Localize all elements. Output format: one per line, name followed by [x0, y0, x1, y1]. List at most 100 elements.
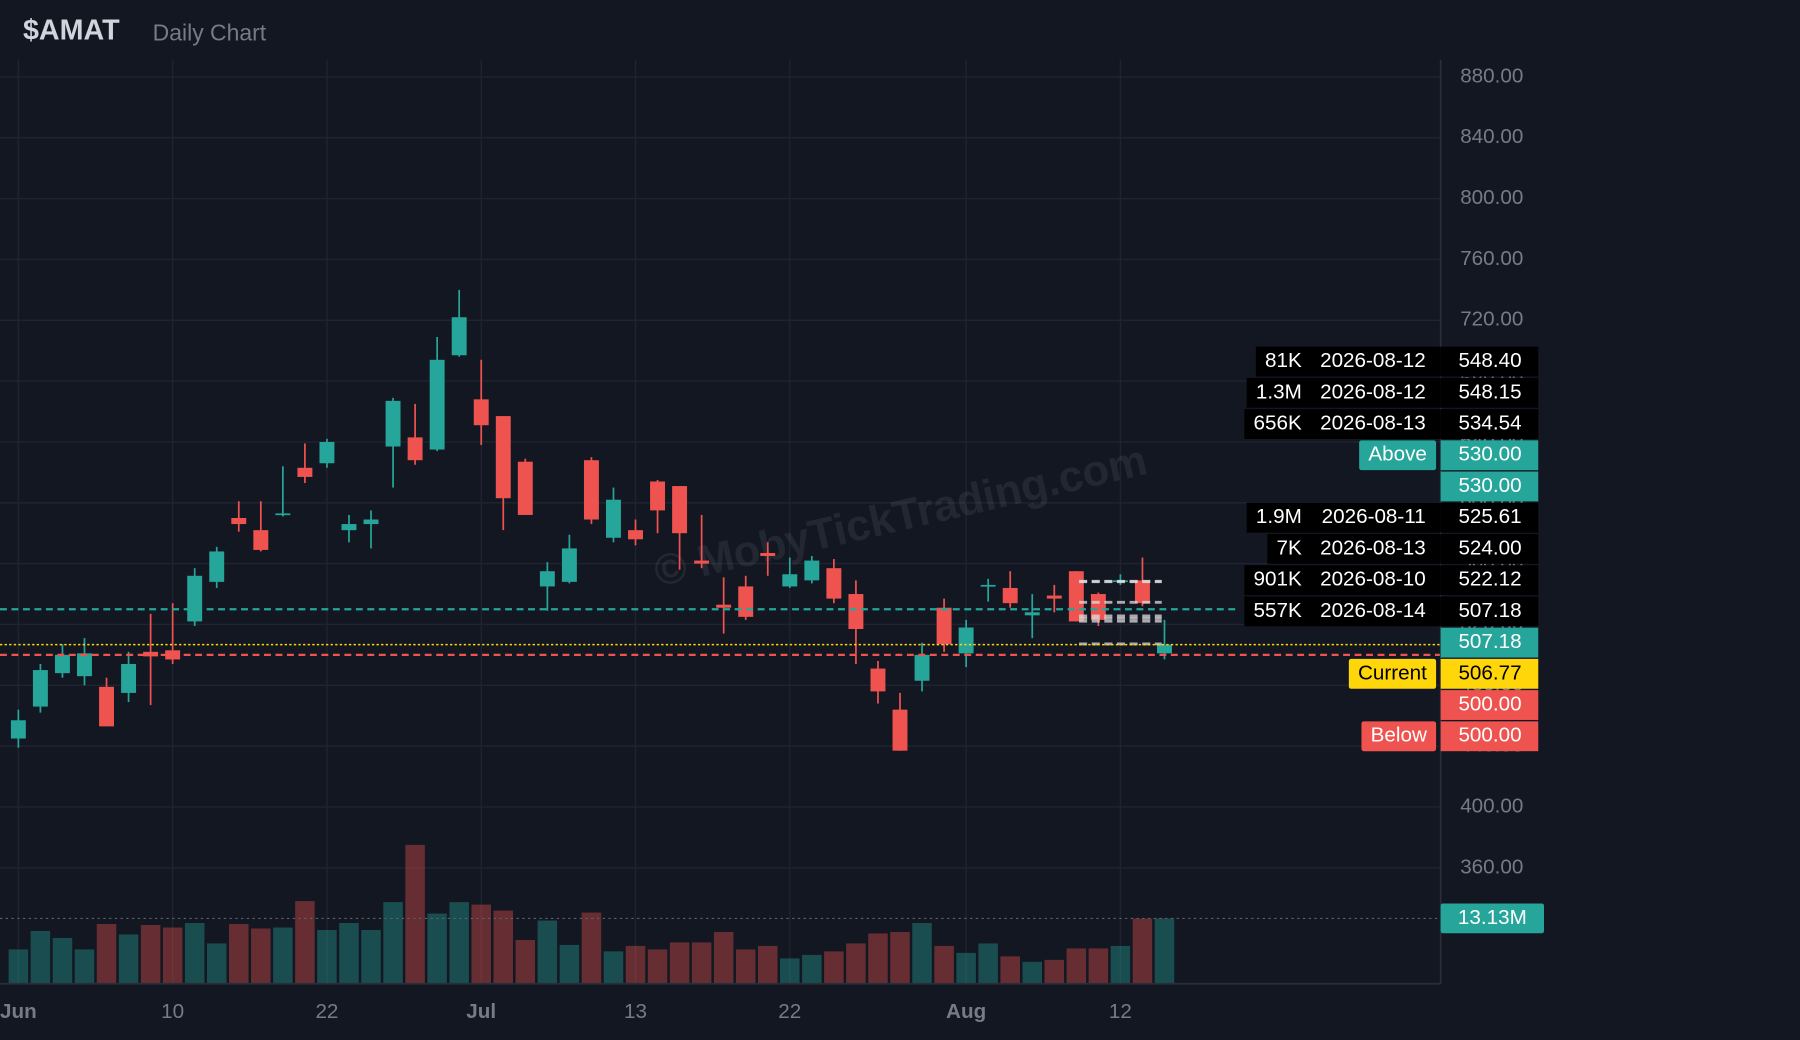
label-tag-box — [1348, 658, 1437, 689]
candle-body — [958, 627, 974, 654]
label-tag-box — [1361, 721, 1437, 752]
order-date: 2026-08-13 — [1320, 411, 1426, 434]
candle-body — [583, 460, 599, 520]
volume-bar — [118, 934, 139, 984]
order-date: 2026-08-14 — [1320, 599, 1426, 622]
volume-bar — [8, 949, 29, 984]
volume-bar — [669, 942, 690, 984]
tags: 13.13M 548.40 2026-08-12 81K 548.15 2026-08-1… — [1244, 346, 1545, 934]
order-size: 81K — [1265, 349, 1302, 372]
volume-bar — [912, 923, 932, 984]
order-date: 2026-08-13 — [1320, 536, 1426, 559]
order-tag-box — [1267, 534, 1441, 564]
order-size: 656K — [1254, 411, 1302, 434]
marks — [0, 289, 1441, 984]
candle-body — [319, 441, 335, 464]
volume-bar — [515, 939, 536, 984]
x-tick-label: 13 — [624, 1000, 647, 1023]
candle-body — [694, 560, 710, 564]
order-date: 2026-08-11 — [1322, 505, 1426, 528]
x-tick-label: Jul — [466, 1000, 496, 1023]
volume-bar — [427, 913, 447, 984]
order-tag-box — [1246, 377, 1441, 408]
candle-body — [32, 670, 48, 707]
candle-body — [1157, 644, 1172, 654]
price-tag-box — [1440, 721, 1539, 752]
volume-bar — [978, 943, 998, 984]
candle-body — [99, 686, 114, 727]
candle-body — [650, 481, 666, 511]
candle-body — [914, 654, 930, 681]
volume-bar — [317, 929, 337, 984]
price-tag-box — [1440, 346, 1539, 377]
price-tag-value: 548.15 — [1458, 380, 1521, 403]
volume-bar — [96, 924, 117, 984]
y-tick-label: 400.00 — [1460, 794, 1523, 817]
candle-body — [738, 586, 754, 617]
candle-body — [385, 400, 401, 447]
order-date: 2026-08-12 — [1320, 349, 1426, 372]
volume-bar — [691, 942, 712, 984]
order-size: 1.9M — [1256, 505, 1302, 528]
candle-body — [826, 568, 842, 599]
order-tag-box — [1244, 596, 1441, 627]
volume-tag-box — [1440, 903, 1545, 934]
candle-body — [606, 499, 621, 538]
order-size: 901K — [1254, 568, 1302, 591]
volume-bar — [890, 931, 910, 984]
volume-bar — [1000, 956, 1020, 984]
volume-bar — [713, 931, 734, 984]
volume-bar — [339, 923, 359, 984]
price-tag-value: 525.61 — [1458, 505, 1521, 528]
volume-bar — [1066, 948, 1087, 984]
price-tag-box — [1440, 534, 1539, 564]
volume-bar — [559, 944, 580, 984]
x-tick-label: 22 — [778, 1000, 801, 1023]
price-tag-value: 530.00 — [1458, 443, 1521, 466]
volume-bar — [140, 925, 161, 984]
price-tag-box — [1440, 596, 1539, 627]
order-date: 2026-08-10 — [1320, 568, 1426, 591]
order-tag-box — [1246, 502, 1441, 533]
volume-bar — [449, 902, 469, 984]
price-tag-value: 507.18 — [1458, 630, 1521, 653]
price-tag-value: 530.00 — [1458, 474, 1521, 497]
volume-bar — [647, 949, 668, 984]
volume-bar — [956, 952, 976, 984]
y-tick-label: 800.00 — [1460, 186, 1523, 209]
volume-bar — [229, 924, 249, 984]
y-tick-label: 880.00 — [1460, 64, 1523, 87]
subtitle: Daily Chart — [153, 19, 267, 45]
volume-bar — [162, 927, 183, 984]
volume-bar — [52, 937, 73, 984]
volume-bar — [581, 912, 602, 984]
price-tag-value: 534.54 — [1458, 411, 1521, 434]
x-tick-label: Aug — [946, 1000, 986, 1023]
candle-body — [848, 594, 864, 630]
volume-bar — [625, 945, 646, 984]
candle-body — [253, 530, 269, 550]
label-tag: Current — [1358, 661, 1427, 684]
volume-bar — [824, 951, 844, 984]
volume-bar — [471, 904, 491, 984]
candle-body — [77, 653, 92, 677]
volume-bar — [1132, 918, 1153, 984]
candle-body — [495, 416, 511, 499]
volume-bar — [537, 920, 558, 984]
label-tag-box — [1359, 440, 1437, 471]
price-tag-box — [1440, 565, 1539, 596]
volume-bar — [184, 923, 205, 984]
volume-bar — [1088, 948, 1109, 984]
candle-body — [870, 668, 886, 692]
candle-body — [539, 571, 555, 587]
candle-body — [1134, 580, 1150, 604]
price-tag-value: 506.77 — [1458, 661, 1521, 684]
volume-bar — [868, 933, 888, 984]
candle-body — [936, 607, 952, 645]
candle-body — [892, 709, 908, 751]
volume-bar — [251, 928, 271, 984]
candle-body — [804, 560, 820, 581]
candle-body — [121, 664, 137, 693]
